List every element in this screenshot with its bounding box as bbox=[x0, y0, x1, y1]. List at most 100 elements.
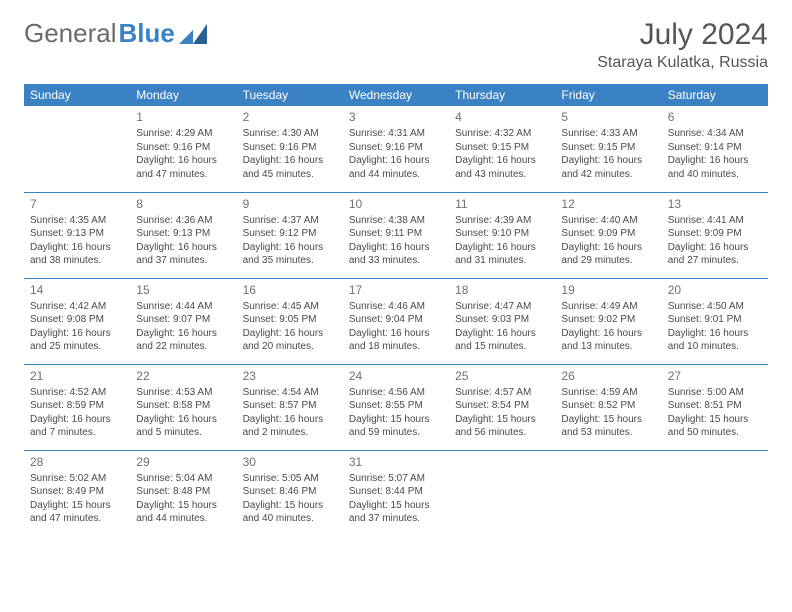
daylight-text: Daylight: 15 hours bbox=[561, 413, 655, 427]
weekday-header: Tuesday bbox=[237, 84, 343, 106]
calendar-day-cell: 18Sunrise: 4:47 AMSunset: 9:03 PMDayligh… bbox=[449, 278, 555, 364]
day-number: 12 bbox=[561, 196, 655, 212]
daylight-text: Daylight: 16 hours bbox=[243, 327, 337, 341]
daylight-text: Daylight: 15 hours bbox=[349, 413, 443, 427]
day-number: 30 bbox=[243, 454, 337, 470]
day-number: 28 bbox=[30, 454, 124, 470]
sunrise-text: Sunrise: 4:38 AM bbox=[349, 214, 443, 228]
daylight-text: Daylight: 16 hours bbox=[136, 241, 230, 255]
calendar-day-cell: 13Sunrise: 4:41 AMSunset: 9:09 PMDayligh… bbox=[662, 192, 768, 278]
daylight-text: and 13 minutes. bbox=[561, 340, 655, 354]
daylight-text: Daylight: 15 hours bbox=[136, 499, 230, 513]
day-number: 13 bbox=[668, 196, 762, 212]
calendar-day-cell: 3Sunrise: 4:31 AMSunset: 9:16 PMDaylight… bbox=[343, 106, 449, 192]
sunset-text: Sunset: 9:16 PM bbox=[136, 141, 230, 155]
daylight-text: Daylight: 15 hours bbox=[455, 413, 549, 427]
sunrise-text: Sunrise: 5:00 AM bbox=[668, 386, 762, 400]
day-number: 5 bbox=[561, 109, 655, 125]
daylight-text: Daylight: 15 hours bbox=[349, 499, 443, 513]
sunrise-text: Sunrise: 4:36 AM bbox=[136, 214, 230, 228]
calendar-empty-cell bbox=[662, 450, 768, 536]
day-number: 3 bbox=[349, 109, 443, 125]
sunset-text: Sunset: 8:54 PM bbox=[455, 399, 549, 413]
daylight-text: Daylight: 16 hours bbox=[349, 327, 443, 341]
daylight-text: Daylight: 16 hours bbox=[349, 154, 443, 168]
daylight-text: and 53 minutes. bbox=[561, 426, 655, 440]
daylight-text: and 47 minutes. bbox=[30, 512, 124, 526]
daylight-text: and 25 minutes. bbox=[30, 340, 124, 354]
daylight-text: and 42 minutes. bbox=[561, 168, 655, 182]
sunset-text: Sunset: 8:55 PM bbox=[349, 399, 443, 413]
sunrise-text: Sunrise: 4:39 AM bbox=[455, 214, 549, 228]
weekday-header: Monday bbox=[130, 84, 236, 106]
daylight-text: and 7 minutes. bbox=[30, 426, 124, 440]
daylight-text: and 20 minutes. bbox=[243, 340, 337, 354]
sunset-text: Sunset: 8:59 PM bbox=[30, 399, 124, 413]
sunrise-text: Sunrise: 4:56 AM bbox=[349, 386, 443, 400]
daylight-text: Daylight: 16 hours bbox=[668, 241, 762, 255]
daylight-text: and 38 minutes. bbox=[30, 254, 124, 268]
day-number: 17 bbox=[349, 282, 443, 298]
day-number: 23 bbox=[243, 368, 337, 384]
daylight-text: Daylight: 16 hours bbox=[243, 241, 337, 255]
sunrise-text: Sunrise: 4:54 AM bbox=[243, 386, 337, 400]
day-number: 21 bbox=[30, 368, 124, 384]
calendar-day-cell: 28Sunrise: 5:02 AMSunset: 8:49 PMDayligh… bbox=[24, 450, 130, 536]
daylight-text: and 44 minutes. bbox=[136, 512, 230, 526]
calendar-day-cell: 23Sunrise: 4:54 AMSunset: 8:57 PMDayligh… bbox=[237, 364, 343, 450]
daylight-text: Daylight: 16 hours bbox=[243, 154, 337, 168]
daylight-text: Daylight: 16 hours bbox=[455, 154, 549, 168]
sunrise-text: Sunrise: 4:44 AM bbox=[136, 300, 230, 314]
calendar-day-cell: 15Sunrise: 4:44 AMSunset: 9:07 PMDayligh… bbox=[130, 278, 236, 364]
month-title: July 2024 bbox=[597, 18, 768, 52]
sunrise-text: Sunrise: 4:42 AM bbox=[30, 300, 124, 314]
day-number: 4 bbox=[455, 109, 549, 125]
sunrise-text: Sunrise: 4:59 AM bbox=[561, 386, 655, 400]
day-number: 1 bbox=[136, 109, 230, 125]
day-number: 18 bbox=[455, 282, 549, 298]
day-number: 20 bbox=[668, 282, 762, 298]
day-number: 16 bbox=[243, 282, 337, 298]
day-number: 31 bbox=[349, 454, 443, 470]
sunrise-text: Sunrise: 4:53 AM bbox=[136, 386, 230, 400]
daylight-text: Daylight: 16 hours bbox=[561, 154, 655, 168]
sunset-text: Sunset: 9:16 PM bbox=[349, 141, 443, 155]
daylight-text: Daylight: 15 hours bbox=[243, 499, 337, 513]
calendar-day-cell: 19Sunrise: 4:49 AMSunset: 9:02 PMDayligh… bbox=[555, 278, 661, 364]
daylight-text: Daylight: 16 hours bbox=[668, 154, 762, 168]
daylight-text: Daylight: 16 hours bbox=[30, 413, 124, 427]
calendar-empty-cell bbox=[24, 106, 130, 192]
sunset-text: Sunset: 9:15 PM bbox=[455, 141, 549, 155]
daylight-text: and 31 minutes. bbox=[455, 254, 549, 268]
sunrise-text: Sunrise: 4:50 AM bbox=[668, 300, 762, 314]
calendar-day-cell: 16Sunrise: 4:45 AMSunset: 9:05 PMDayligh… bbox=[237, 278, 343, 364]
sunrise-text: Sunrise: 4:32 AM bbox=[455, 127, 549, 141]
logo-mark-icon bbox=[179, 24, 207, 44]
daylight-text: and 59 minutes. bbox=[349, 426, 443, 440]
calendar-week-row: 7Sunrise: 4:35 AMSunset: 9:13 PMDaylight… bbox=[24, 192, 768, 278]
calendar-day-cell: 20Sunrise: 4:50 AMSunset: 9:01 PMDayligh… bbox=[662, 278, 768, 364]
sunrise-text: Sunrise: 5:02 AM bbox=[30, 472, 124, 486]
sunset-text: Sunset: 9:09 PM bbox=[668, 227, 762, 241]
calendar-day-cell: 5Sunrise: 4:33 AMSunset: 9:15 PMDaylight… bbox=[555, 106, 661, 192]
calendar-day-cell: 26Sunrise: 4:59 AMSunset: 8:52 PMDayligh… bbox=[555, 364, 661, 450]
sunrise-text: Sunrise: 4:29 AM bbox=[136, 127, 230, 141]
weekday-header: Thursday bbox=[449, 84, 555, 106]
calendar-empty-cell bbox=[555, 450, 661, 536]
day-number: 25 bbox=[455, 368, 549, 384]
sunrise-text: Sunrise: 4:52 AM bbox=[30, 386, 124, 400]
daylight-text: and 33 minutes. bbox=[349, 254, 443, 268]
daylight-text: Daylight: 15 hours bbox=[668, 413, 762, 427]
day-number: 22 bbox=[136, 368, 230, 384]
sunset-text: Sunset: 9:07 PM bbox=[136, 313, 230, 327]
daylight-text: and 44 minutes. bbox=[349, 168, 443, 182]
sunset-text: Sunset: 8:49 PM bbox=[30, 485, 124, 499]
sunrise-text: Sunrise: 4:35 AM bbox=[30, 214, 124, 228]
sunset-text: Sunset: 9:16 PM bbox=[243, 141, 337, 155]
day-number: 29 bbox=[136, 454, 230, 470]
weekday-header: Sunday bbox=[24, 84, 130, 106]
calendar-day-cell: 25Sunrise: 4:57 AMSunset: 8:54 PMDayligh… bbox=[449, 364, 555, 450]
weekday-header: Friday bbox=[555, 84, 661, 106]
calendar-day-cell: 27Sunrise: 5:00 AMSunset: 8:51 PMDayligh… bbox=[662, 364, 768, 450]
day-number: 15 bbox=[136, 282, 230, 298]
